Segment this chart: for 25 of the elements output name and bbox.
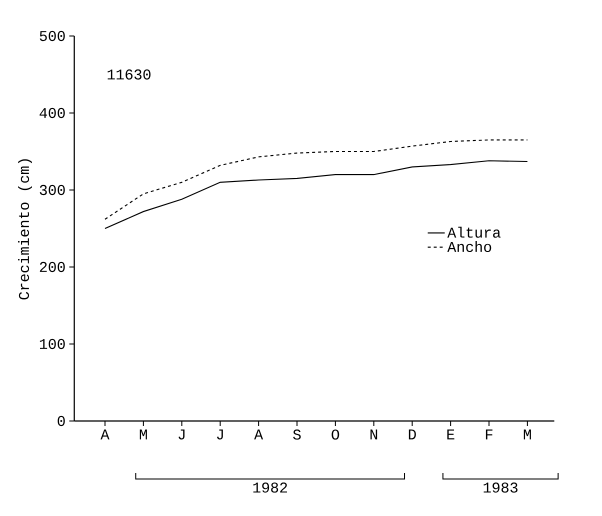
y-tick-label: 200 [40,262,65,272]
x-tick-label: F [486,430,492,440]
text: 1983 [484,482,518,493]
y-tick-label: 300 [40,184,65,196]
x-tick-label: S [293,430,301,440]
y-tick-label: 0 [58,416,65,426]
annotation: 11630 [108,69,151,80]
legend-label: Altura [447,226,501,238]
x-tick-label: N [370,430,378,440]
line-series [104,139,528,220]
y-tick-label: 500 [40,30,65,42]
x-tick-label: O [332,430,340,440]
y-axis-title: Crecimiento (cm) [18,159,32,300]
x-tick-label: A [100,430,110,440]
legend-label: Ancho [447,241,492,252]
x-tick-label: D [408,430,416,440]
y-tick-label: 100 [40,338,65,350]
x-tick-label: M [524,430,531,440]
x-tick-label: E [447,430,454,440]
y-tick-label: 400 [40,108,65,118]
x-tick-label: J [178,430,185,440]
x-tick-label: J [217,430,223,440]
x-tick-label: M [140,430,147,440]
x-tick-label: A [254,430,264,440]
text: 1982 [253,482,287,493]
